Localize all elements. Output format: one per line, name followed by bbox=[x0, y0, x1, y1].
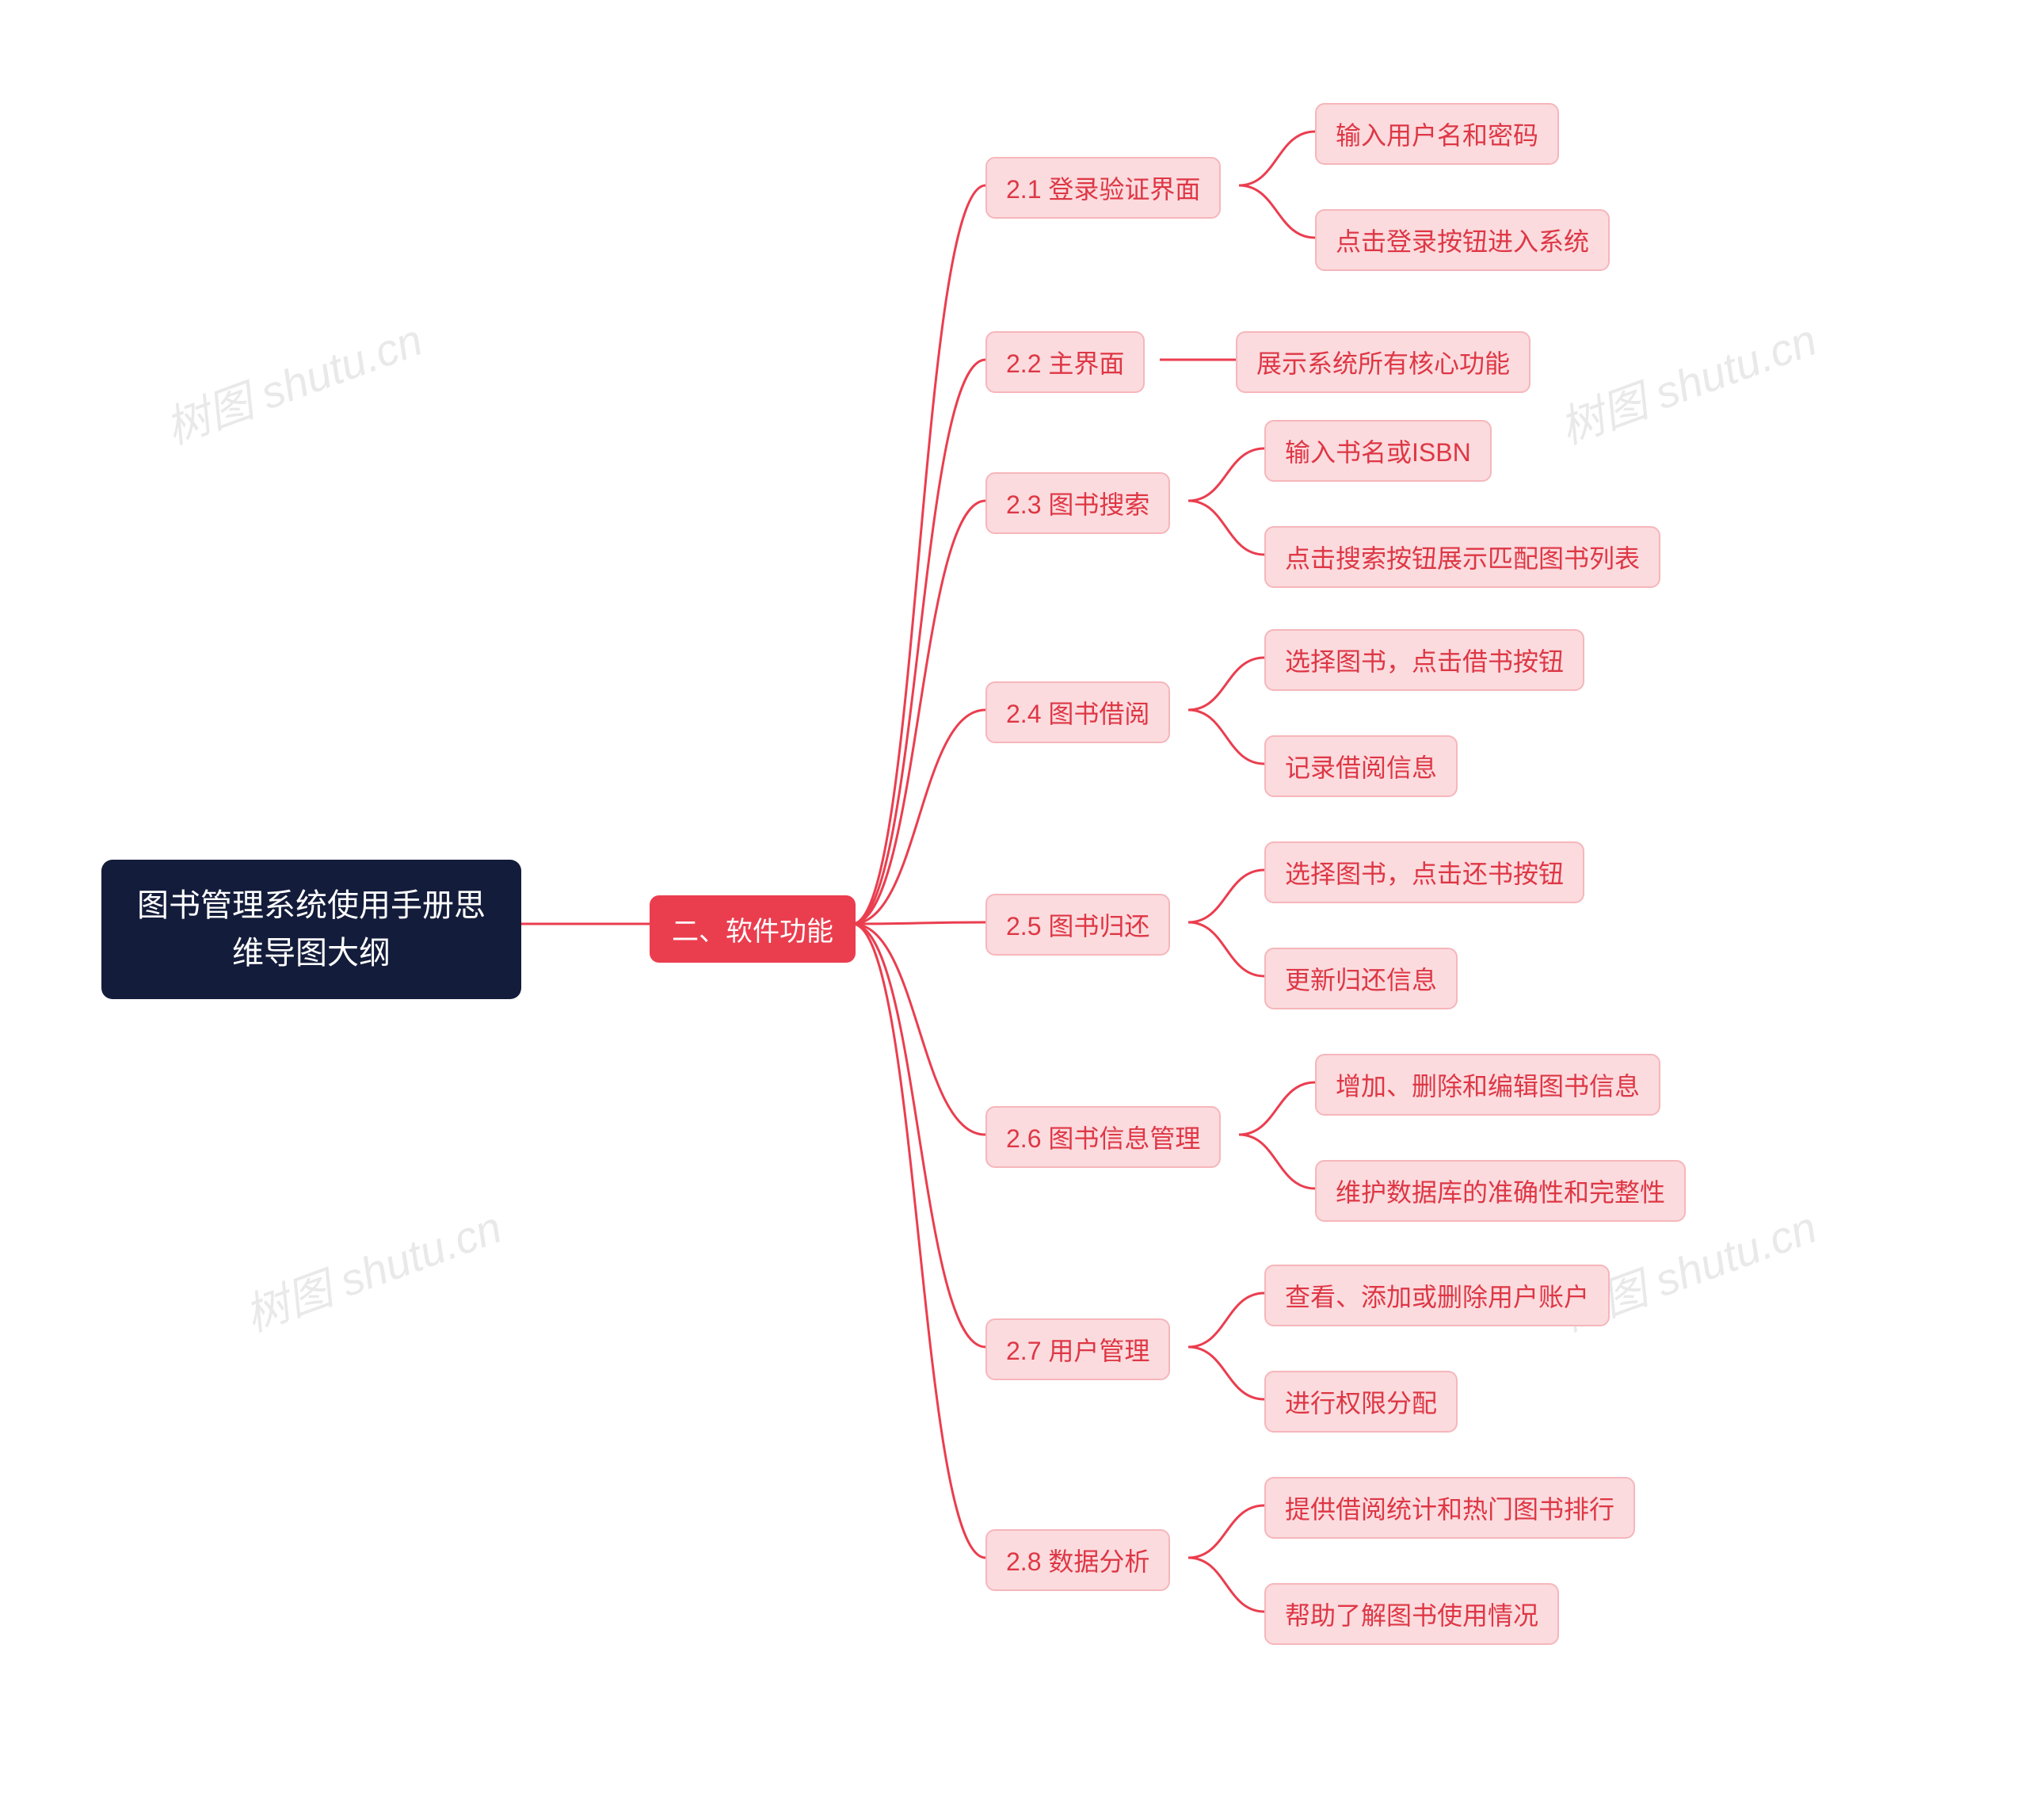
node-label: 点击登录按钮进入系统 bbox=[1336, 222, 1589, 258]
level3-node[interactable]: 更新归还信息 bbox=[1264, 948, 1458, 1009]
level2-node-27[interactable]: 2.7 用户管理 bbox=[985, 1318, 1170, 1380]
node-label: 2.3 图书搜索 bbox=[1006, 485, 1149, 521]
level3-node[interactable]: 输入书名或ISBN bbox=[1264, 420, 1492, 482]
level2-node-23[interactable]: 2.3 图书搜索 bbox=[985, 472, 1170, 534]
node-label: 2.2 主界面 bbox=[1006, 344, 1124, 380]
node-label: 选择图书，点击还书按钮 bbox=[1285, 854, 1564, 891]
node-label: 2.6 图书信息管理 bbox=[1006, 1119, 1200, 1155]
level1-node[interactable]: 二、软件功能 bbox=[650, 895, 856, 963]
node-label: 增加、删除和编辑图书信息 bbox=[1336, 1066, 1640, 1103]
node-label: 选择图书，点击借书按钮 bbox=[1285, 642, 1564, 678]
level3-node[interactable]: 查看、添加或删除用户账户 bbox=[1264, 1265, 1610, 1326]
level3-node[interactable]: 提供借阅统计和热门图书排行 bbox=[1264, 1477, 1635, 1539]
level3-node[interactable]: 输入用户名和密码 bbox=[1315, 103, 1559, 165]
level2-node-24[interactable]: 2.4 图书借阅 bbox=[985, 681, 1170, 743]
node-label: 提供借阅统计和热门图书排行 bbox=[1285, 1490, 1614, 1526]
watermark: 树图 shutu.cn bbox=[234, 1192, 509, 1344]
node-label: 展示系统所有核心功能 bbox=[1256, 344, 1510, 380]
node-label: 2.5 图书归还 bbox=[1006, 906, 1149, 943]
level3-node[interactable]: 展示系统所有核心功能 bbox=[1236, 331, 1531, 393]
node-label: 帮助了解图书使用情况 bbox=[1285, 1596, 1538, 1632]
level3-node[interactable]: 记录借阅信息 bbox=[1264, 735, 1458, 797]
node-label: 记录借阅信息 bbox=[1285, 748, 1437, 784]
node-label: 进行权限分配 bbox=[1285, 1383, 1437, 1420]
level3-node[interactable]: 增加、删除和编辑图书信息 bbox=[1315, 1054, 1660, 1116]
mindmap-canvas: 树图 shutu.cn 树图 shutu.cn 树图 shutu.cn 树图 s… bbox=[0, 0, 2028, 1820]
node-label: 2.4 图书借阅 bbox=[1006, 694, 1149, 731]
level2-node-26[interactable]: 2.6 图书信息管理 bbox=[985, 1106, 1221, 1168]
node-label: 2.7 用户管理 bbox=[1006, 1331, 1149, 1368]
node-label: 更新归还信息 bbox=[1285, 960, 1437, 997]
level2-node-28[interactable]: 2.8 数据分析 bbox=[985, 1529, 1170, 1591]
root-node[interactable]: 图书管理系统使用手册思维导图大纲 bbox=[101, 860, 521, 999]
node-label: 2.8 数据分析 bbox=[1006, 1542, 1149, 1578]
watermark: 树图 shutu.cn bbox=[1550, 304, 1824, 456]
level3-node[interactable]: 点击登录按钮进入系统 bbox=[1315, 209, 1610, 271]
root-node-label: 图书管理系统使用手册思维导图大纲 bbox=[137, 882, 486, 977]
level1-node-label: 二、软件功能 bbox=[672, 910, 833, 948]
level3-node[interactable]: 帮助了解图书使用情况 bbox=[1264, 1583, 1559, 1645]
node-label: 输入用户名和密码 bbox=[1336, 116, 1538, 152]
node-label: 输入书名或ISBN bbox=[1285, 433, 1471, 469]
level2-node-22[interactable]: 2.2 主界面 bbox=[985, 331, 1145, 393]
node-label: 查看、添加或删除用户账户 bbox=[1285, 1277, 1589, 1314]
level3-node[interactable]: 进行权限分配 bbox=[1264, 1371, 1458, 1433]
node-label: 点击搜索按钮展示匹配图书列表 bbox=[1285, 539, 1640, 575]
node-label: 2.1 登录验证界面 bbox=[1006, 170, 1200, 206]
level2-node-25[interactable]: 2.5 图书归还 bbox=[985, 894, 1170, 956]
level2-node-21[interactable]: 2.1 登录验证界面 bbox=[985, 157, 1221, 219]
node-label: 维护数据库的准确性和完整性 bbox=[1336, 1173, 1665, 1209]
level3-node[interactable]: 维护数据库的准确性和完整性 bbox=[1315, 1160, 1686, 1222]
level3-node[interactable]: 选择图书，点击还书按钮 bbox=[1264, 841, 1584, 903]
level3-node[interactable]: 点击搜索按钮展示匹配图书列表 bbox=[1264, 526, 1660, 588]
level3-node[interactable]: 选择图书，点击借书按钮 bbox=[1264, 629, 1584, 691]
watermark: 树图 shutu.cn bbox=[155, 304, 430, 456]
